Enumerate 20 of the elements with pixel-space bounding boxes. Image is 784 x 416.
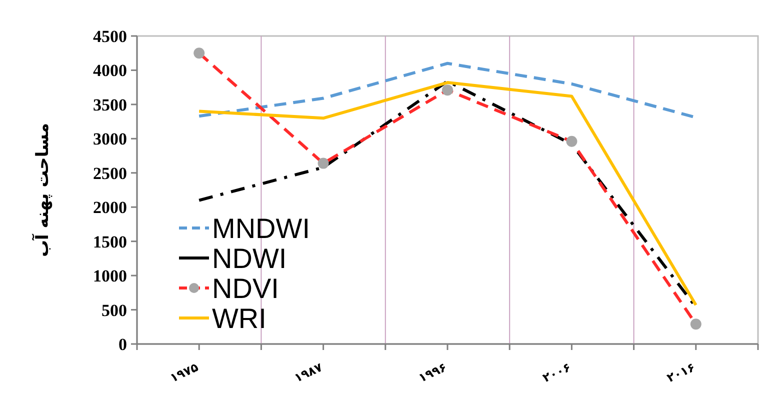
y-tick-label: 500 [102, 300, 127, 320]
y-tick-label: 2000 [93, 198, 127, 218]
legend-label: NDVI [212, 273, 279, 304]
y-tick-label: 3000 [93, 130, 127, 149]
legend-label: NDWI [212, 243, 287, 274]
y-tick-label: 2500 [93, 164, 127, 183]
y-tick-label: 3500 [93, 95, 127, 114]
y-tick-label: 1500 [93, 232, 127, 252]
x-tick-label: ۱۹۸۷ [292, 360, 326, 386]
y-tick-label: 4500 [93, 27, 127, 46]
y-tick-label: 1000 [93, 266, 127, 286]
y-tick-label: 0 [118, 335, 127, 354]
legend-label: WRI [212, 303, 266, 334]
x-tick-label: ۲۰۱۶ [664, 360, 698, 386]
y-tick-label: 4000 [93, 61, 127, 80]
x-tick-label: ۲۰۰۶ [540, 360, 573, 386]
x-tick-label: ۱۹۹۶ [416, 360, 449, 386]
y-axis-title: مساحت پهنه آب [31, 122, 53, 258]
legend-label: MNDWI [212, 213, 310, 244]
x-tick-label: ۱۹۷۵ [168, 360, 200, 386]
